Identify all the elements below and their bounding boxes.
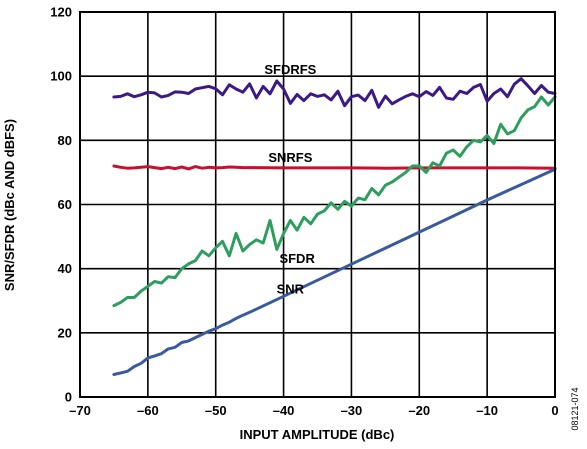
series-labels: SFDRFS SNRFS SFDR SNR	[264, 62, 316, 297]
y-tick-label: 80	[58, 133, 72, 148]
series-line-sfdr	[112, 95, 557, 308]
series-line-snr	[112, 167, 557, 376]
x-tick-label: 0	[551, 403, 558, 418]
series-label-snr: SNR	[277, 282, 305, 297]
x-tick-label: –50	[205, 403, 227, 418]
x-tick-label: –30	[341, 403, 363, 418]
x-tick-label: –20	[408, 403, 430, 418]
x-tick-label: –60	[137, 403, 159, 418]
tick-labels: 0 20 40 60 80 100 120 –70 –60 –50 –40 –30 –20 –10 0	[50, 5, 558, 419]
series-line-sfdrfs	[112, 77, 557, 109]
x-tick-label: –70	[69, 403, 91, 418]
y-tick-label: 100	[50, 69, 72, 84]
y-tick-label: 0	[65, 390, 72, 405]
y-tick-label: 20	[58, 325, 72, 340]
y-axis-title: SNR/SFDR (dBc AND dBFS)	[2, 119, 17, 291]
plot-frame	[79, 11, 556, 398]
x-axis-title: INPUT AMPLITUDE (dBc)	[240, 427, 395, 442]
series-layer	[112, 77, 557, 376]
y-tick-label: 60	[58, 197, 72, 212]
grid	[79, 11, 556, 398]
y-tick-label: 40	[58, 261, 72, 276]
series-label-sfdrfs: SFDRFS	[264, 62, 316, 77]
figure-number: 08121-074	[570, 387, 580, 430]
series-label-sfdr: SFDR	[279, 251, 315, 266]
series-label-snrfs: SNRFS	[268, 150, 312, 165]
y-tick-label: 120	[50, 5, 72, 20]
x-tick-label: –40	[273, 403, 295, 418]
x-tick-label: –10	[476, 403, 498, 418]
series-line-snrfs	[112, 164, 557, 171]
